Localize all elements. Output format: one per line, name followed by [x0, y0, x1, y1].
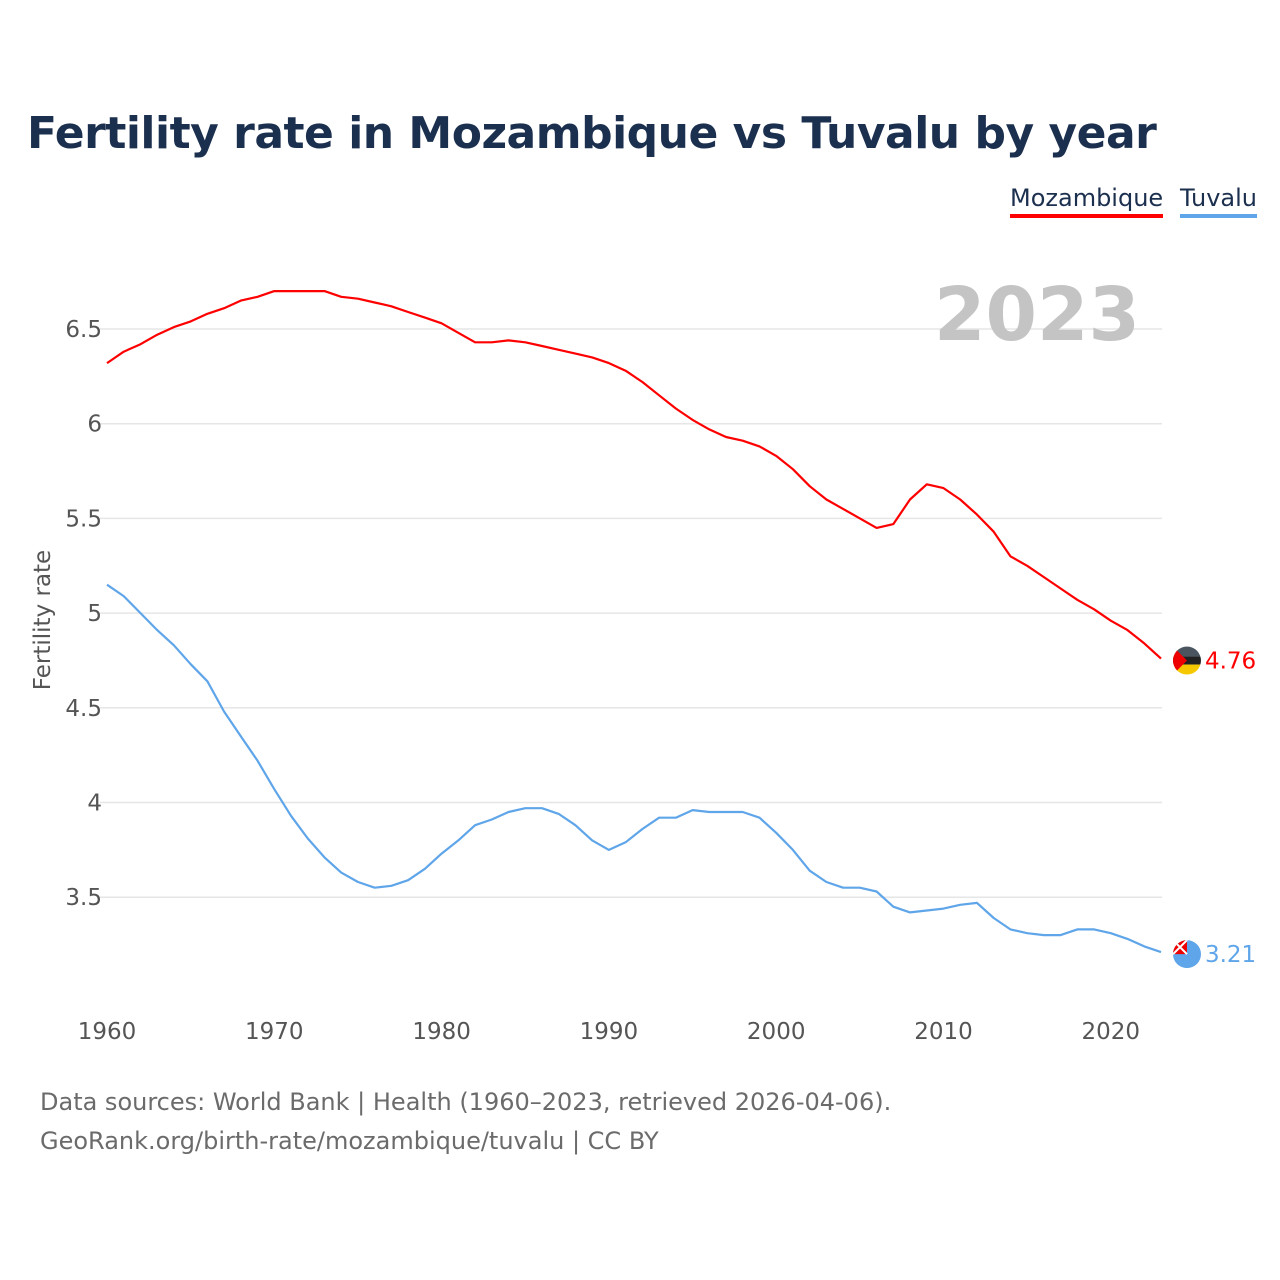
year-watermark: 2023 [934, 272, 1140, 358]
x-tick-label: 1990 [580, 1019, 639, 1045]
y-tick-label: 6.5 [65, 317, 102, 343]
mozambique-flag-icon [1172, 646, 1201, 675]
y-tick-label: 4 [87, 791, 102, 817]
tuvalu-flag-icon [1172, 940, 1201, 969]
y-tick-label: 6 [87, 412, 102, 438]
x-tick-label: 1970 [245, 1019, 304, 1045]
series-line-mozambique [106, 290, 1162, 660]
chart-title: Fertility rate in Mozambique vs Tuvalu b… [27, 108, 1157, 159]
legend-tuvalu[interactable]: Tuvalu [1180, 184, 1258, 218]
y-axis-label: Fertility rate [30, 550, 56, 690]
x-tick-label: 1960 [78, 1019, 137, 1045]
x-tick-label: 1980 [412, 1019, 471, 1045]
footer-link[interactable]: GeoRank.org/birth-rate/mozambique/tuvalu… [40, 1127, 659, 1155]
y-tick-label: 4.5 [65, 696, 102, 722]
y-tick-label: 5.5 [65, 506, 102, 532]
end-label-tuvalu: 3.21 [1205, 942, 1256, 968]
x-tick-label: 2020 [1082, 1019, 1141, 1045]
series-line-tuvalu [106, 583, 1162, 954]
x-tick-label: 2000 [747, 1019, 806, 1045]
legend-mozambique[interactable]: Mozambique [1010, 184, 1164, 218]
footer-sources: Data sources: World Bank | Health (1960–… [40, 1088, 892, 1116]
y-tick-label: 3.5 [65, 885, 102, 911]
end-label-mozambique: 4.76 [1205, 649, 1256, 675]
x-tick-label: 2010 [914, 1019, 973, 1045]
y-tick-label: 5 [87, 601, 102, 627]
